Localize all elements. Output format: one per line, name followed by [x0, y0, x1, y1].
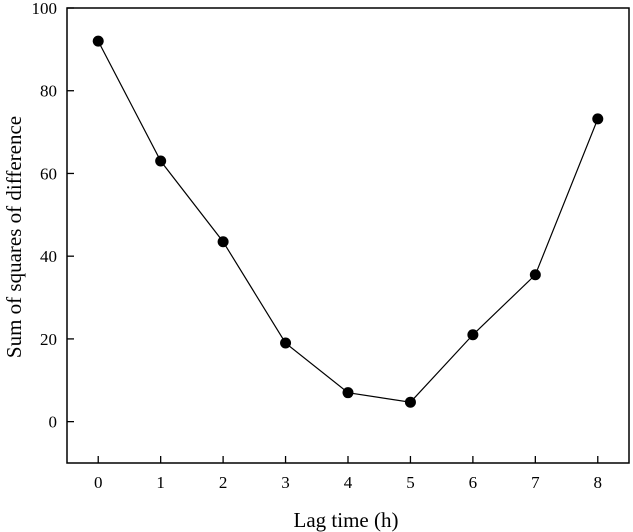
x-tick-label: 8	[594, 473, 603, 492]
data-point	[155, 155, 167, 167]
data-point	[404, 396, 416, 408]
y-tick-label: 0	[49, 413, 58, 432]
x-tick-label: 5	[406, 473, 415, 492]
data-point	[467, 329, 479, 341]
data-point	[529, 269, 541, 281]
y-tick-label: 60	[40, 164, 57, 183]
data-point	[280, 337, 292, 349]
x-tick-label: 0	[94, 473, 103, 492]
data-point	[592, 113, 604, 125]
x-tick-label: 6	[469, 473, 478, 492]
y-tick-label: 100	[32, 0, 58, 18]
y-tick-label: 40	[40, 247, 57, 266]
x-tick-label: 4	[344, 473, 353, 492]
x-axis-title: Lag time (h)	[294, 508, 399, 532]
x-tick-label: 1	[156, 473, 165, 492]
data-point	[217, 236, 229, 248]
series-line	[97, 40, 599, 403]
y-tick-label: 20	[40, 330, 57, 349]
data-point	[92, 35, 104, 47]
data-point	[342, 387, 354, 399]
y-tick-label: 80	[40, 82, 57, 101]
x-tick-label: 3	[281, 473, 290, 492]
x-tick-label: 2	[219, 473, 228, 492]
x-tick-label: 7	[531, 473, 540, 492]
y-axis-title: Sum of squares of difference	[2, 116, 26, 358]
